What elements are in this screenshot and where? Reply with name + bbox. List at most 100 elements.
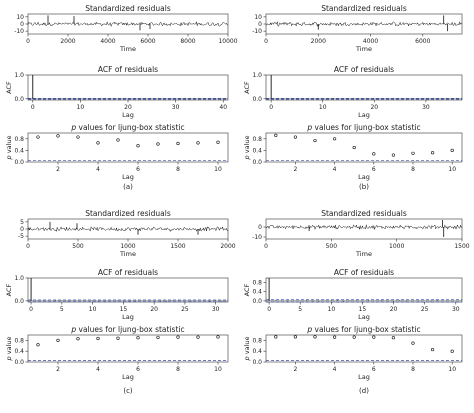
acf-y-tick-label: 0.0 [14,298,24,305]
pvalues-title-italic: p [306,325,312,334]
pvalues-frame [265,334,463,363]
pvalues-frame [27,334,229,363]
acf-y-tick-label: 0.0 [14,96,24,103]
pvalues-x-label: Lag [122,373,134,381]
pvalue-point [431,347,435,352]
acf-y-tick-label: 1.0 [14,72,24,79]
pvalues-x-tick-label: 2 [56,166,60,173]
pvalues-y-tick-label: 0.0 [252,159,262,166]
acf-y-label: ACF [5,81,13,94]
acf-x-tick-label: 20 [390,306,398,313]
pvalues-y-label: p value [243,136,251,161]
pvalue-point [176,335,180,339]
pvalues-y-label-rest: value [5,337,13,357]
pvalue-point [116,336,120,340]
pvalue-point [293,135,298,139]
pvalue-point [76,337,80,341]
acf-x-label: Lag [122,111,134,119]
acf-x-tick-label: 0 [267,306,271,313]
residuals-series-line [27,20,229,28]
pvalues-x-tick-label: 8 [176,166,180,173]
pvalues-x-tick-label: 8 [411,366,415,373]
acf-x-label: Lag [358,111,370,119]
residuals-y-tick-label: -10 [252,28,262,35]
pvalues-title: p values for ljung-box statistic [306,123,420,132]
panel-caption: (d) [359,387,369,395]
residuals-y-tick-label: 10 [16,14,24,21]
pvalues-title-rest: values for ljung-box statistic [312,325,420,334]
residuals-series-line [265,224,463,231]
pvalues-x-tick-label: 6 [372,166,376,173]
pvalue-point [136,144,140,148]
acf-x-tick-label: 25 [181,306,189,313]
residuals-x-tick-label: 10000 [218,38,237,45]
pvalues-x-tick-label: 4 [96,166,100,173]
pvalue-point [274,133,278,137]
residuals-y-tick-label: 5 [20,219,24,226]
acf-x-tick-label: 15 [359,306,367,313]
pvalue-point [372,152,376,156]
pvalues-title-italic: p [306,123,312,132]
pvalues-x-tick-label: 8 [411,166,415,173]
pvalues-x-tick-label: 2 [56,366,60,373]
residuals-x-tick-label: 0 [264,243,268,250]
acf-frame [27,277,229,303]
residuals-y-tick-label: -5 [18,233,24,240]
pvalue-point [96,141,100,145]
pvalues-title: p values for ljung-box statistic [70,123,184,132]
acf-x-tick-label: 40 [219,104,227,111]
residuals-title: Standardized residuals [321,209,407,218]
acf-y-label: ACF [243,81,251,94]
acf-y-tick-label: 1.0 [14,275,24,282]
pvalues-title-rest: values for ljung-box statistic [312,123,420,132]
residuals-x-tick-label: 2000 [220,243,235,250]
pvalues-y-label-rest: value [243,136,251,156]
pvalue-point [136,336,140,340]
acf-x-tick-label: 30 [212,306,220,313]
pvalue-point [411,151,415,155]
pvalue-point [216,335,220,339]
pvalues-y-tick-label: 0.4 [14,147,24,154]
pvalue-point [352,145,356,150]
acf-frame [265,277,463,303]
pvalues-x-label: Lag [358,373,370,381]
residuals-x-tick-label: 6000 [140,38,155,45]
acf-x-tick-label: 10 [319,104,327,111]
acf-x-tick-label: 20 [370,104,378,111]
pvalues-y-tick-label: 0.4 [14,348,24,355]
residuals-x-label: Time [355,45,372,53]
pvalues-y-label-rest: value [243,337,251,357]
residuals-x-tick-label: 500 [326,243,338,250]
pvalue-point [196,335,200,339]
acf-title: ACF of residuals [98,65,158,74]
residuals-x-tick-label: 4000 [363,38,378,45]
residuals-x-label: Time [355,250,372,258]
acf-x-tick-label: 30 [422,104,430,111]
acf-x-tick-label: 20 [150,306,158,313]
pvalues-title: p values for ljung-box statistic [70,325,184,334]
pvalues-y-label: p value [5,337,13,362]
pvalues-x-tick-label: 4 [333,366,337,373]
pvalue-point [56,134,60,138]
pvalue-point [333,335,337,339]
acf-x-tick-label: 5 [298,306,302,313]
pvalue-point [56,338,60,343]
pvalues-x-label: Lag [122,173,134,181]
pvalue-point [156,335,160,340]
panel-caption: (a) [123,183,133,191]
pvalues-x-tick-label: 2 [293,366,297,373]
acf-title: ACF of residuals [98,268,158,277]
residuals-x-tick-label: 1500 [454,243,469,250]
residuals-x-tick-label: 0 [264,38,268,45]
pvalues-x-label: Lag [358,173,370,181]
residuals-x-tick-label: 8000 [180,38,195,45]
acf-title: ACF of residuals [334,268,394,277]
acf-x-tick-label: 0 [269,104,273,111]
pvalue-point [216,140,220,144]
acf-x-tick-label: 10 [77,104,85,111]
pvalue-point [313,138,317,143]
pvalues-y-tick-label: 0.4 [252,147,262,154]
residuals-x-tick-label: 2000 [60,38,75,45]
pvalues-x-tick-label: 6 [372,366,376,373]
